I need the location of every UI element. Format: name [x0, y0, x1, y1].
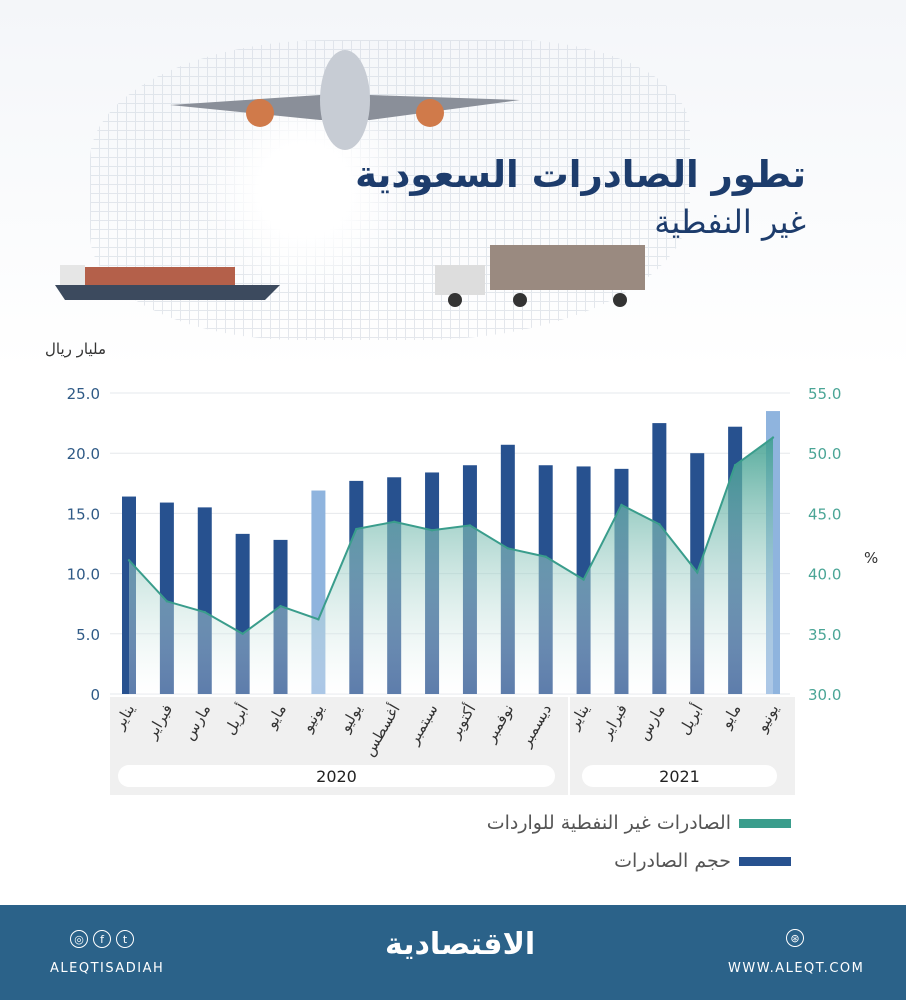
social-handle: ALEQTISADIAH — [50, 961, 165, 976]
hero-illustration: تطور الصادرات السعودية غير النفطية مليار… — [0, 0, 906, 370]
light-glow — [190, 90, 420, 290]
left-tick-label: 0 — [90, 686, 100, 704]
ratio-point — [165, 600, 169, 603]
footer: ◎ f t ALEQTISADIAH الاقتصادية ⊛ WWW.ALEQ… — [0, 905, 906, 1000]
left-tick-label: 20.0 — [67, 445, 100, 463]
instagram-icon[interactable]: ◎ — [70, 930, 88, 948]
right-tick-label: 50.0 — [808, 445, 841, 463]
airplane-icon — [170, 50, 520, 150]
legend-label-volume: حجم الصادرات — [614, 850, 731, 872]
ratio-area — [129, 437, 773, 694]
year-label: 2021 — [659, 767, 700, 786]
ratio-point — [620, 503, 623, 507]
ratio-point — [771, 436, 775, 439]
ratio-point — [582, 578, 585, 581]
legend-swatch-volume — [739, 856, 791, 866]
right-tick-label: 30.0 — [808, 686, 841, 704]
legend-item-volume: حجم الصادرات — [614, 850, 791, 872]
ratio-point — [203, 610, 206, 614]
left-tick-label: 25.0 — [67, 385, 100, 403]
ratio-point — [317, 618, 320, 621]
right-tick-label: 45.0 — [808, 505, 841, 523]
ratio-point — [506, 547, 510, 550]
facebook-icon[interactable]: f — [93, 930, 111, 948]
ratio-point — [355, 527, 358, 531]
ratio-point — [696, 571, 699, 574]
ratio-point — [127, 559, 131, 562]
year-pill — [582, 765, 777, 787]
ratio-point — [430, 529, 434, 532]
chart: 0 30.0 5.0 35.0 10.0 40.0 15.0 45.0 20.0 50.0 25.0… — [67, 385, 841, 795]
right-tick-label: 40.0 — [808, 566, 841, 584]
page-title: تطور الصادرات السعودية غير النفطية — [355, 150, 806, 244]
ratio-line — [128, 436, 774, 635]
ratio-point — [468, 524, 472, 527]
cargo-ship-icon — [55, 265, 280, 300]
truck-icon — [435, 245, 645, 307]
right-tick-label: 55.0 — [808, 385, 841, 403]
left-tick-label: 5.0 — [76, 626, 100, 644]
year-label: 2020 — [316, 767, 357, 786]
ratio-point — [279, 604, 282, 608]
ratio-point — [733, 464, 737, 467]
ratio-point — [241, 632, 244, 635]
ratio-point — [658, 523, 661, 526]
ratio-point — [544, 555, 547, 558]
ratio-point — [392, 520, 396, 524]
website-link[interactable]: WWW.ALEQT.COM — [728, 961, 865, 976]
left-tick-label: 10.0 — [67, 566, 100, 584]
legend-item-ratio: الصادرات غير النفطية للواردات — [487, 812, 791, 834]
title-line-2: غير النفطية — [654, 203, 806, 241]
left-axis-unit: مليار ريال — [45, 340, 106, 358]
right-axis-unit: % — [864, 549, 879, 567]
legend-swatch-ratio — [739, 818, 791, 828]
twitter-icon[interactable]: t — [116, 930, 134, 948]
legend-label-ratio: الصادرات غير النفطية للواردات — [486, 812, 731, 834]
globe-icon: ⊛ — [786, 929, 804, 947]
year-pill — [118, 765, 555, 787]
social-links: ◎ f t — [70, 930, 134, 948]
right-tick-label: 35.0 — [808, 626, 841, 644]
brand-logo: الاقتصادية — [385, 927, 536, 962]
left-tick-label: 15.0 — [67, 505, 100, 523]
title-line-1: تطور الصادرات السعودية — [355, 153, 806, 196]
